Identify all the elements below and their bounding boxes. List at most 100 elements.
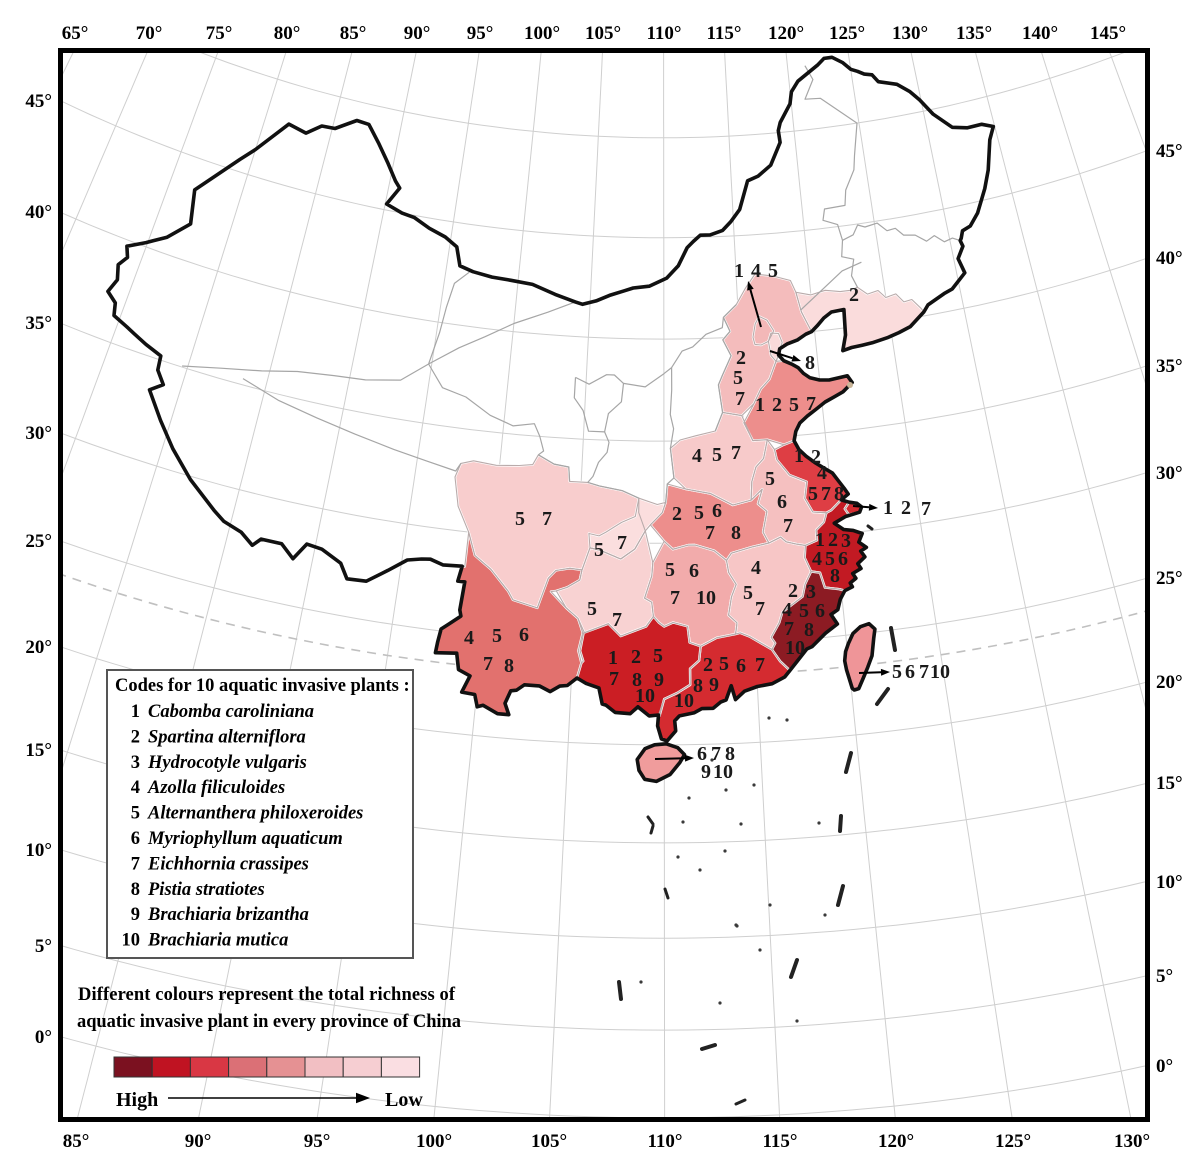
svg-text:8: 8 [834, 483, 844, 505]
svg-text:7: 7 [670, 587, 680, 609]
svg-text:10: 10 [635, 685, 655, 707]
svg-text:2: 2 [901, 497, 911, 519]
svg-text:5: 5 [594, 539, 604, 561]
svg-text:3: 3 [841, 530, 851, 552]
svg-text:8: 8 [731, 522, 741, 544]
svg-text:1: 1 [755, 394, 765, 416]
svg-text:10: 10 [785, 637, 805, 659]
svg-text:5: 5 [825, 548, 835, 570]
svg-text:Brachiaria brizantha: Brachiaria brizantha [147, 905, 309, 925]
svg-text:5: 5 [768, 260, 778, 282]
svg-text:70°: 70° [136, 23, 163, 44]
svg-text:7: 7 [542, 508, 552, 530]
svg-text:65°: 65° [62, 23, 89, 44]
svg-text:8: 8 [805, 352, 815, 374]
svg-text:7: 7 [131, 854, 140, 874]
svg-text:7: 7 [919, 661, 929, 683]
svg-text:1: 1 [734, 260, 744, 282]
svg-text:8: 8 [131, 880, 140, 900]
svg-text:8: 8 [632, 669, 642, 691]
svg-text:115°: 115° [762, 1131, 797, 1152]
svg-text:8: 8 [693, 675, 703, 697]
svg-text:5: 5 [587, 598, 597, 620]
svg-text:85°: 85° [340, 23, 367, 44]
svg-text:6: 6 [905, 661, 915, 683]
svg-text:85°: 85° [63, 1131, 90, 1152]
svg-text:45°: 45° [1156, 141, 1183, 162]
svg-text:110°: 110° [647, 1131, 682, 1152]
svg-text:6: 6 [736, 655, 746, 677]
svg-text:9: 9 [709, 674, 719, 696]
svg-text:95°: 95° [467, 23, 494, 44]
svg-text:95°: 95° [304, 1131, 331, 1152]
svg-text:6: 6 [815, 600, 825, 622]
svg-text:130°: 130° [892, 23, 928, 44]
svg-text:110°: 110° [646, 23, 681, 44]
svg-text:8: 8 [804, 619, 814, 641]
svg-text:6: 6 [519, 624, 529, 646]
svg-text:Brachiaria mutica: Brachiaria mutica [147, 931, 288, 951]
svg-text:140°: 140° [1022, 23, 1058, 44]
svg-text:10: 10 [674, 690, 694, 712]
svg-text:75°: 75° [206, 23, 233, 44]
svg-text:5: 5 [653, 645, 663, 667]
svg-text:1: 1 [794, 445, 804, 467]
svg-text:6: 6 [131, 829, 140, 849]
svg-text:0°: 0° [35, 1027, 52, 1048]
svg-text:Azolla filiculoides: Azolla filiculoides [147, 778, 285, 798]
svg-text:4: 4 [751, 260, 761, 282]
svg-text:0°: 0° [1156, 1056, 1173, 1077]
svg-text:30°: 30° [1156, 463, 1183, 484]
svg-text:2: 2 [736, 347, 746, 369]
svg-text:9: 9 [654, 669, 664, 691]
svg-text:Low: Low [385, 1089, 423, 1111]
svg-text:90°: 90° [185, 1131, 212, 1152]
svg-text:Spartina alterniflora: Spartina alterniflora [148, 727, 306, 747]
svg-text:7: 7 [784, 618, 794, 640]
svg-text:10: 10 [696, 587, 716, 609]
svg-text:15°: 15° [1156, 773, 1183, 794]
svg-text:7: 7 [755, 654, 765, 676]
svg-text:High: High [116, 1089, 158, 1111]
svg-text:6: 6 [689, 560, 699, 582]
svg-text:20°: 20° [25, 637, 52, 658]
svg-text:Eichhornia crassipes: Eichhornia crassipes [147, 854, 309, 874]
svg-text:5: 5 [719, 653, 729, 675]
svg-text:35°: 35° [1156, 356, 1183, 377]
svg-text:10: 10 [122, 931, 141, 951]
svg-text:7: 7 [483, 653, 493, 675]
svg-text:4: 4 [817, 462, 827, 484]
svg-text:5: 5 [515, 508, 525, 530]
svg-text:2: 2 [703, 654, 713, 676]
svg-text:5: 5 [765, 468, 775, 490]
svg-text:8: 8 [504, 655, 514, 677]
svg-text:2: 2 [631, 646, 641, 668]
svg-text:Cabomba caroliniana: Cabomba caroliniana [148, 702, 314, 722]
svg-text:Hydrocotyle vulgaris: Hydrocotyle vulgaris [147, 753, 307, 773]
svg-text:Different colours represent th: Different colours represent the total ri… [78, 985, 456, 1005]
svg-text:1: 1 [608, 647, 618, 669]
svg-text:40°: 40° [1156, 248, 1183, 269]
svg-text:7: 7 [609, 668, 619, 690]
svg-text:7: 7 [612, 609, 622, 631]
svg-text:35°: 35° [25, 313, 52, 334]
svg-text:5: 5 [492, 625, 502, 647]
svg-text:105°: 105° [531, 1131, 567, 1152]
svg-text:120°: 120° [768, 23, 804, 44]
svg-text:7: 7 [617, 532, 627, 554]
svg-text:Codes for 10 aquatic invasive: Codes for 10 aquatic invasive plants : [115, 676, 410, 696]
svg-text:6: 6 [838, 548, 848, 570]
svg-text:40°: 40° [25, 202, 52, 223]
svg-text:135°: 135° [956, 23, 992, 44]
svg-text:100°: 100° [524, 23, 560, 44]
svg-text:4: 4 [751, 557, 761, 579]
svg-text:1: 1 [815, 529, 825, 551]
svg-text:5: 5 [694, 502, 704, 524]
svg-text:5: 5 [799, 600, 809, 622]
svg-text:5: 5 [743, 582, 753, 604]
svg-text:7: 7 [731, 442, 741, 464]
svg-text:45°: 45° [25, 91, 52, 112]
svg-text:1: 1 [883, 497, 893, 519]
svg-text:8: 8 [830, 565, 840, 587]
svg-text:7: 7 [755, 598, 765, 620]
